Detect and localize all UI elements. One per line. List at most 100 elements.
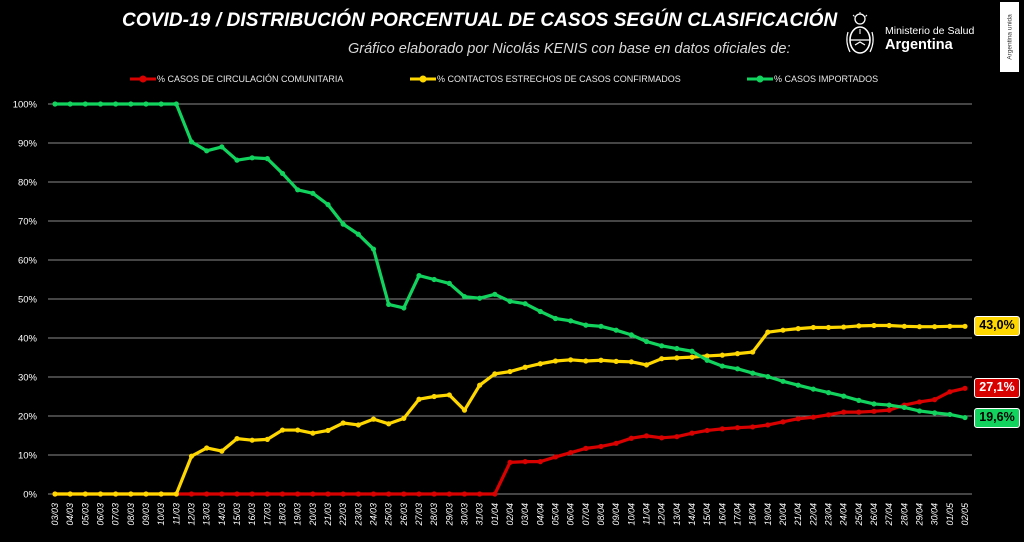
data-point-comunitaria [401,491,407,497]
data-point-comunitaria [916,399,923,405]
data-point-contactos [765,329,771,335]
data-point-contactos [871,322,877,329]
logo-country-text: Argentina [885,37,953,53]
data-point-importados [765,374,771,380]
x-tick-label: 08/03 [126,503,136,526]
data-point-contactos [962,323,968,329]
data-point-importados [750,370,756,376]
x-tick-label: 12/03 [187,503,197,526]
x-tick-label: 08/04 [596,503,606,526]
data-point-contactos [355,422,361,428]
logo-ministry-text: Ministerio de Salud [885,25,975,37]
x-tick-label: 22/04 [808,503,818,527]
data-point-contactos [204,445,210,451]
end-label-comunitaria: 27,1% [974,378,1020,399]
x-tick-label: 14/04 [687,503,697,526]
data-point-comunitaria [795,416,801,422]
data-point-contactos [446,392,452,398]
data-point-comunitaria [386,491,392,497]
data-point-importados [780,378,786,384]
data-point-comunitaria [492,491,498,497]
x-tick-label: 17/04 [733,503,743,526]
data-point-comunitaria [431,491,437,497]
x-tick-label: 11/03 [171,503,181,525]
data-point-contactos [295,427,301,433]
x-tick-label: 04/04 [535,503,545,526]
data-point-importados [340,221,346,227]
data-point-importados [401,305,407,311]
series-lines [52,101,968,497]
data-point-comunitaria [204,491,210,497]
x-tick-label: 17/03 [262,503,272,526]
x-tick-label: 11/04 [642,503,652,525]
data-point-importados [643,338,650,345]
data-point-importados [810,386,816,392]
x-tick-label: 26/03 [399,503,409,527]
data-point-importados [568,318,574,324]
side-badge-text: Argentina unida [1006,14,1013,60]
data-point-comunitaria [598,443,604,450]
data-point-importados [598,323,604,329]
x-tick-label: 06/03 [96,503,106,526]
data-point-contactos [932,324,938,330]
x-tick-label: 29/04 [915,503,925,527]
y-tick-label: 0% [23,490,37,501]
data-point-contactos [886,322,892,329]
x-tick-label: 24/04 [839,503,849,527]
data-point-contactos [841,324,847,330]
chart-subtitle: Gráfico elaborado por Nicolás KENIS con … [348,41,791,57]
data-point-comunitaria [477,491,483,497]
data-point-comunitaria [856,409,862,415]
data-point-importados [158,101,164,107]
data-point-contactos [901,323,907,329]
series-contactos [52,322,968,497]
data-point-comunitaria [871,408,877,414]
x-tick-label: 01/05 [945,502,955,526]
data-point-contactos [719,352,725,358]
data-point-comunitaria [719,426,725,432]
data-point-contactos [340,420,346,426]
data-point-comunitaria [613,440,619,446]
data-point-contactos [583,358,589,364]
x-tick-label: 30/03 [460,503,470,526]
x-tick-label: 07/03 [111,503,121,526]
data-point-contactos [947,323,953,329]
data-point-importados [901,404,907,411]
data-point-contactos [128,491,134,497]
data-point-contactos [856,323,862,329]
series-line-comunitaria [55,386,966,496]
data-point-contactos [522,364,528,370]
x-tick-label: 23/04 [824,503,834,527]
data-point-comunitaria [734,425,741,431]
x-tick-label: 27/04 [884,503,894,527]
data-point-contactos [219,448,225,454]
data-point-contactos [674,355,680,361]
data-point-comunitaria [628,435,634,441]
data-point-importados [734,366,741,372]
data-point-comunitaria [932,397,938,403]
data-point-comunitaria [689,430,695,436]
data-point-importados [279,170,286,177]
x-tick-label: 28/03 [429,503,439,527]
data-point-comunitaria [279,491,286,497]
data-point-comunitaria [962,385,968,391]
end-label-importados: 19,6% [974,407,1020,428]
x-tick-label: 18/04 [748,503,758,526]
series-importados [52,101,968,421]
x-tick-label: 20/04 [778,503,788,527]
data-point-contactos [689,354,695,360]
data-point-contactos [264,436,270,442]
data-point-contactos [628,359,634,365]
data-point-comunitaria [947,389,953,395]
x-tick-label: 10/04 [626,503,636,526]
x-tick-label: 03/03 [50,503,60,526]
data-point-contactos [234,436,240,442]
x-tick-label: 24/03 [369,503,379,527]
data-point-importados [204,148,210,154]
x-tick-label: 19/03 [293,503,303,526]
data-point-contactos [659,356,665,362]
data-point-importados [234,157,240,163]
y-tick-label: 20% [18,412,38,423]
